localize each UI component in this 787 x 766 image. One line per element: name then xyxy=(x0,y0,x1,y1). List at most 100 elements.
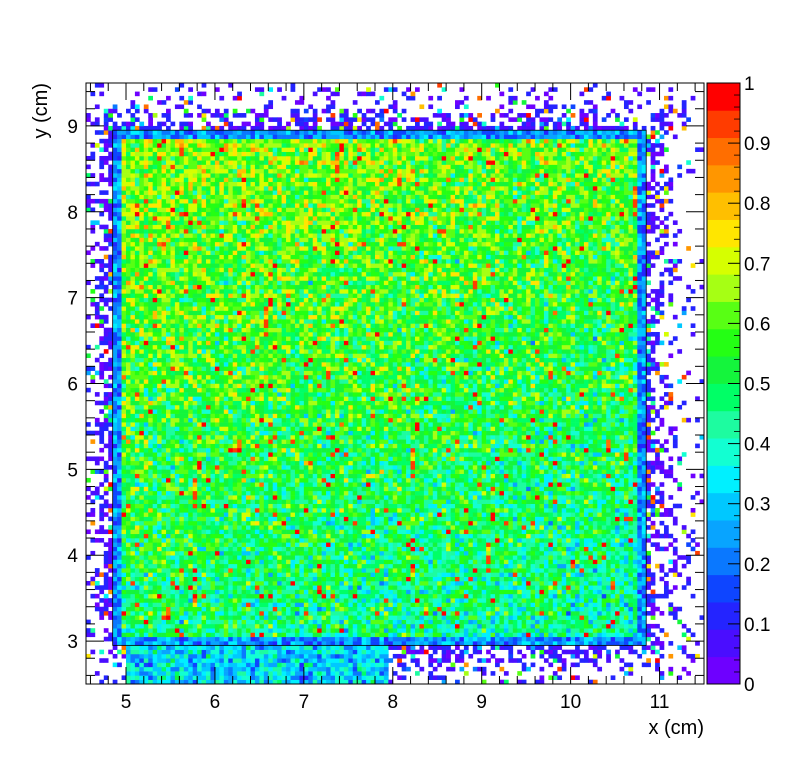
heatmap-cell xyxy=(201,482,207,487)
heatmap-cell xyxy=(112,194,118,200)
heatmap-cell xyxy=(197,220,202,225)
heatmap-cell xyxy=(219,177,225,183)
heatmap-cell xyxy=(183,572,189,577)
heatmap-cell xyxy=(174,319,180,324)
heatmap-cell xyxy=(232,580,238,586)
heatmap-cell xyxy=(237,589,242,595)
heatmap-cell xyxy=(188,404,194,410)
heatmap-cell xyxy=(219,181,225,187)
heatmap-cell xyxy=(112,349,118,354)
heatmap-cell xyxy=(134,538,140,543)
heatmap-cell xyxy=(192,593,198,599)
heatmap-cell xyxy=(134,456,140,462)
heatmap-cell xyxy=(210,220,216,225)
heatmap-cell xyxy=(90,520,96,526)
heatmap-cell xyxy=(228,284,234,290)
heatmap-cell xyxy=(130,379,136,384)
heatmap-cell xyxy=(228,623,234,629)
heatmap-cell xyxy=(228,460,234,466)
heatmap-cell xyxy=(192,619,198,625)
heatmap-cell xyxy=(219,563,225,569)
heatmap-cell xyxy=(148,546,153,552)
heatmap-cell xyxy=(237,340,242,346)
heatmap-cell xyxy=(210,241,216,247)
heatmap-cell xyxy=(112,645,118,650)
heatmap-cell xyxy=(94,606,100,612)
heatmap-cell xyxy=(254,336,260,341)
heatmap-cell xyxy=(237,477,242,483)
heatmap-cell xyxy=(121,130,127,135)
heatmap-cell xyxy=(219,615,225,620)
heatmap-cell xyxy=(121,602,127,608)
heatmap-cell xyxy=(223,374,229,380)
heatmap-cell xyxy=(197,280,202,286)
heatmap-cell xyxy=(174,168,180,174)
heatmap-cell xyxy=(179,143,185,148)
heatmap-cell xyxy=(112,396,118,401)
heatmap-cell xyxy=(192,134,198,140)
heatmap-cell xyxy=(174,198,180,204)
heatmap-cell xyxy=(263,679,269,685)
heatmap-cell xyxy=(174,447,180,453)
heatmap-cell xyxy=(143,439,149,444)
heatmap-cell xyxy=(254,580,260,586)
heatmap-cell xyxy=(201,228,207,234)
heatmap-cell xyxy=(268,568,274,573)
heatmap-cell xyxy=(143,512,149,517)
heatmap-cell xyxy=(183,250,189,256)
heatmap-cell xyxy=(188,271,194,277)
heatmap-cell xyxy=(148,447,153,453)
heatmap-cell xyxy=(174,194,180,200)
heatmap-cell xyxy=(94,580,100,586)
heatmap-cell xyxy=(188,400,194,406)
heatmap-cell xyxy=(206,473,211,479)
heatmap-cell xyxy=(246,636,251,642)
heatmap-cell xyxy=(170,198,176,204)
heatmap-cell xyxy=(121,173,127,178)
heatmap-cell xyxy=(121,207,127,213)
heatmap-cell xyxy=(254,293,260,298)
heatmap-cell xyxy=(112,520,118,526)
heatmap-cell xyxy=(197,490,202,496)
heatmap-cell xyxy=(228,366,234,371)
heatmap-cell xyxy=(126,533,131,539)
heatmap-cell xyxy=(223,203,229,208)
heatmap-cell xyxy=(130,344,136,350)
heatmap-cell xyxy=(117,207,122,213)
heatmap-cell xyxy=(157,598,162,603)
heatmap-cell xyxy=(126,404,131,410)
heatmap-cell xyxy=(94,104,100,110)
heatmap-cell xyxy=(121,323,127,328)
heatmap-cell xyxy=(246,396,251,401)
heatmap-cell xyxy=(206,344,211,350)
heatmap-cell xyxy=(179,203,185,208)
heatmap-cell xyxy=(259,550,265,556)
heatmap-cell xyxy=(126,400,131,406)
heatmap-cell xyxy=(214,662,220,668)
heatmap-cell xyxy=(152,293,158,298)
heatmap-cell xyxy=(241,319,247,324)
heatmap-cell xyxy=(201,125,207,131)
heatmap-cell xyxy=(148,456,153,462)
heatmap-cell xyxy=(103,572,109,577)
heatmap-cell xyxy=(246,538,251,543)
heatmap-cell xyxy=(223,546,229,552)
heatmap-cell xyxy=(241,396,247,401)
heatmap-cell xyxy=(254,662,260,668)
heatmap-cell xyxy=(219,271,225,277)
heatmap-cell xyxy=(228,160,234,165)
heatmap-cell xyxy=(259,465,265,470)
heatmap-cell xyxy=(166,671,171,676)
heatmap-cell xyxy=(188,198,194,204)
heatmap-cell xyxy=(99,409,105,414)
heatmap-cell xyxy=(126,482,131,487)
heatmap-cell xyxy=(157,331,162,337)
heatmap-cell xyxy=(254,632,260,638)
heatmap-cell xyxy=(210,671,216,676)
heatmap-cell xyxy=(148,658,153,663)
heatmap-cell xyxy=(197,443,202,449)
heatmap-cell xyxy=(219,632,225,638)
heatmap-cell xyxy=(166,379,171,384)
heatmap-cell xyxy=(263,641,269,646)
heatmap-cell xyxy=(152,525,158,530)
